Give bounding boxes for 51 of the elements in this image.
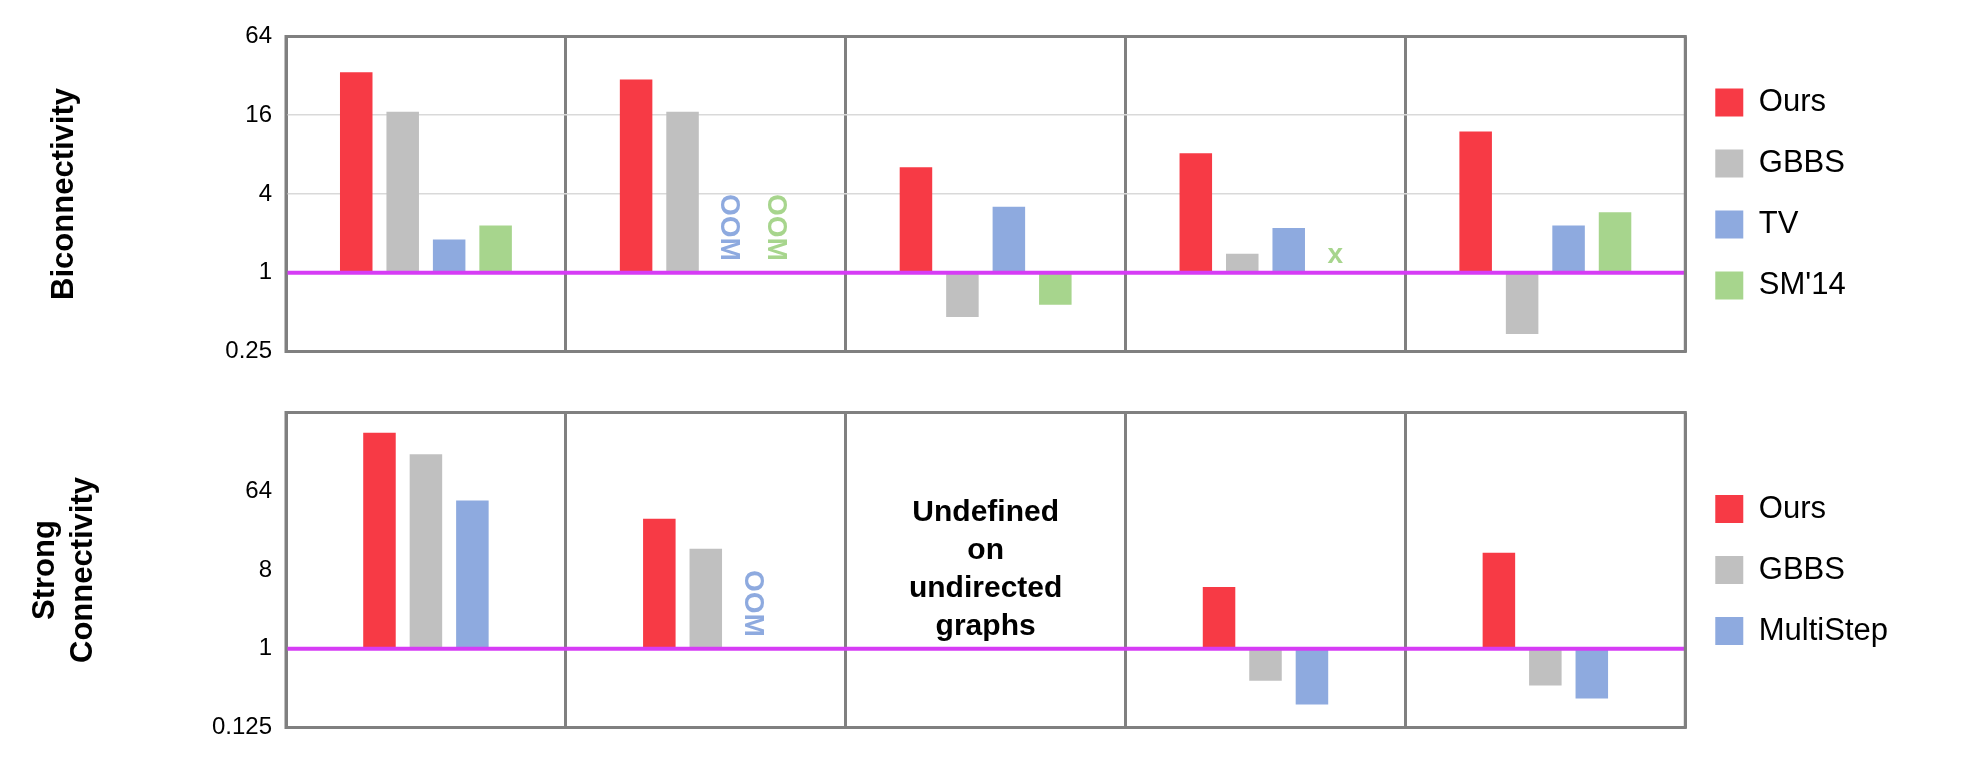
y-tick-label: 0.25 (225, 336, 272, 364)
text: OOM (715, 193, 747, 261)
bar (386, 111, 419, 273)
bar (1249, 648, 1282, 681)
bar (479, 225, 512, 273)
bar (432, 239, 466, 273)
legend-label: GBBS (1758, 144, 1845, 180)
bar (689, 548, 723, 649)
legend-label: TV (1758, 205, 1799, 241)
legend-label: MultiStep (1758, 611, 1889, 647)
bar (1575, 648, 1609, 699)
bar (1552, 225, 1585, 273)
legend-label: GBBS (1758, 550, 1845, 586)
y-tick-label: 1 (258, 257, 272, 285)
bar (899, 167, 933, 273)
bar (1179, 153, 1213, 273)
y-axis-title: Biconnectivity (44, 88, 81, 300)
y-tick-label: 0.125 (211, 712, 272, 740)
bar (619, 79, 653, 273)
bar (1226, 253, 1259, 273)
bar (1505, 272, 1539, 335)
legend-label: Ours (1758, 489, 1826, 525)
bar (643, 518, 676, 649)
annotation: Undefined on undirected graphs (908, 494, 1063, 642)
bar (1295, 648, 1329, 705)
bar (992, 206, 1026, 273)
bar (1039, 272, 1072, 305)
bar (409, 454, 443, 649)
text: x (1327, 237, 1343, 269)
bar (339, 72, 373, 273)
bar (1272, 227, 1305, 273)
bar (456, 500, 489, 649)
y-tick-label: 64 (245, 475, 272, 503)
bar (1529, 648, 1562, 686)
bar (666, 111, 699, 273)
y-tick-label: 16 (245, 99, 272, 127)
y-tick-label: 4 (258, 178, 272, 206)
bar (1459, 131, 1492, 273)
legend-label: Ours (1758, 83, 1826, 119)
bar (946, 272, 979, 317)
bar (1598, 212, 1632, 273)
bar (1202, 587, 1236, 649)
legend-label: SM'14 (1758, 266, 1846, 302)
y-axis-title: Strong Connectivity (25, 476, 100, 665)
y-tick-label: 8 (258, 554, 272, 582)
text: OOM (738, 569, 770, 637)
bar (1482, 552, 1516, 649)
y-tick-label: 1 (258, 633, 272, 661)
bar (363, 432, 396, 649)
y-tick-label: 64 (245, 21, 272, 49)
text: OOM (761, 193, 793, 261)
